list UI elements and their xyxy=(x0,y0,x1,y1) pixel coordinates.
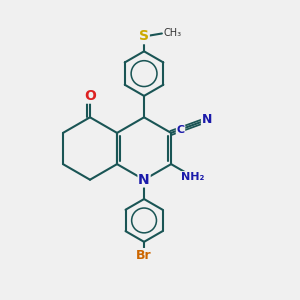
Text: Br: Br xyxy=(136,249,152,262)
Text: CH₃: CH₃ xyxy=(164,28,181,38)
Text: O: O xyxy=(84,89,96,103)
Text: NH₂: NH₂ xyxy=(181,172,205,182)
Text: N: N xyxy=(138,173,150,187)
Text: N: N xyxy=(202,113,212,126)
Text: C: C xyxy=(176,125,184,135)
Text: S: S xyxy=(139,29,149,44)
